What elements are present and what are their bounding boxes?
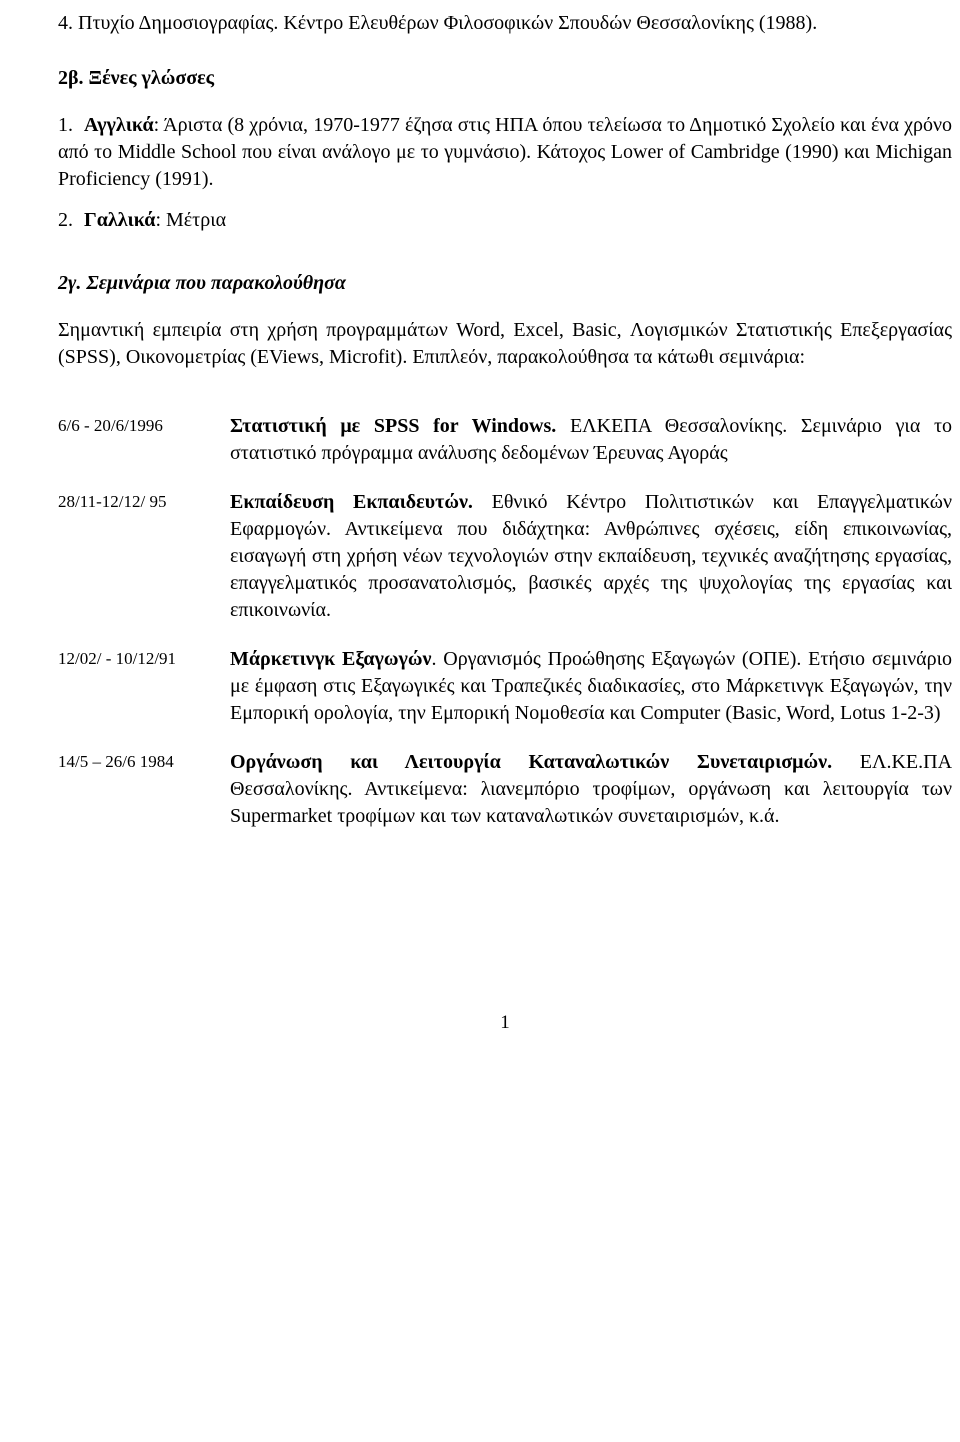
lang-1-name: Αγγλικά xyxy=(84,114,154,136)
lang-item-2: 2.Γαλλικά: Μέτρια xyxy=(58,207,952,234)
lang-2-name: Γαλλικά xyxy=(84,209,155,231)
lang-item-1: 1.Αγγλικά: Άριστα (8 χρόνια, 1970-1977 έ… xyxy=(58,112,952,193)
seminars-list: 6/6 - 20/6/1996 Στατιστική με SPSS for W… xyxy=(58,413,952,830)
seminar-3-date: 12/02/ - 10/12/91 xyxy=(58,646,230,727)
seminar-1-date: 6/6 - 20/6/1996 xyxy=(58,413,230,467)
section-2b-heading: 2β. Ξένες γλώσσες xyxy=(58,65,952,92)
seminar-row-2: 28/11-12/12/ 95 Εκπαίδευση Εκπαιδευτών. … xyxy=(58,489,952,624)
section-2c-intro: Σημαντική εμπειρία στη χρήση προγραμμάτω… xyxy=(58,317,952,371)
seminar-1-text: Στατιστική με SPSS for Windows. ΕΛΚΕΠΑ Θ… xyxy=(230,413,952,467)
section-2b-label: 2β. Ξένες γλώσσες xyxy=(58,67,214,89)
seminar-3-title: Μάρκετινγκ Εξαγωγών xyxy=(230,648,431,670)
seminar-2-text: Εκπαίδευση Εκπαιδευτών. Εθνικό Κέντρο Πο… xyxy=(230,489,952,624)
lang-2-num: 2. xyxy=(58,207,84,234)
seminar-4-date: 14/5 – 26/6 1984 xyxy=(58,749,230,830)
seminar-row-3: 12/02/ - 10/12/91 Μάρκετινγκ Εξαγωγών. Ο… xyxy=(58,646,952,727)
seminar-row-4: 14/5 – 26/6 1984 Οργάνωση και Λειτουργία… xyxy=(58,749,952,830)
seminar-4-title: Οργάνωση και Λειτουργία Καταναλωτικών Συ… xyxy=(230,751,832,773)
lang-1-num: 1. xyxy=(58,112,84,139)
page-number: 1 xyxy=(58,1010,952,1036)
seminar-4-text: Οργάνωση και Λειτουργία Καταναλωτικών Συ… xyxy=(230,749,952,830)
degree-item-4: 4. Πτυχίο Δημοσιογραφίας. Κέντρο Ελευθέρ… xyxy=(58,10,952,37)
seminar-3-text: Μάρκετινγκ Εξαγωγών. Οργανισμός Προώθηση… xyxy=(230,646,952,727)
seminar-1-title: Στατιστική με SPSS for Windows. xyxy=(230,415,556,437)
lang-2-desc: : Μέτρια xyxy=(155,209,226,231)
seminar-row-1: 6/6 - 20/6/1996 Στατιστική με SPSS for W… xyxy=(58,413,952,467)
section-2c-heading: 2γ. Σεμινάρια που παρακολούθησα xyxy=(58,270,952,297)
seminar-2-title: Εκπαίδευση Εκπαιδευτών. xyxy=(230,491,473,513)
lang-1-desc: : Άριστα (8 χρόνια, 1970-1977 έζησα στις… xyxy=(58,114,952,190)
seminar-2-date: 28/11-12/12/ 95 xyxy=(58,489,230,624)
